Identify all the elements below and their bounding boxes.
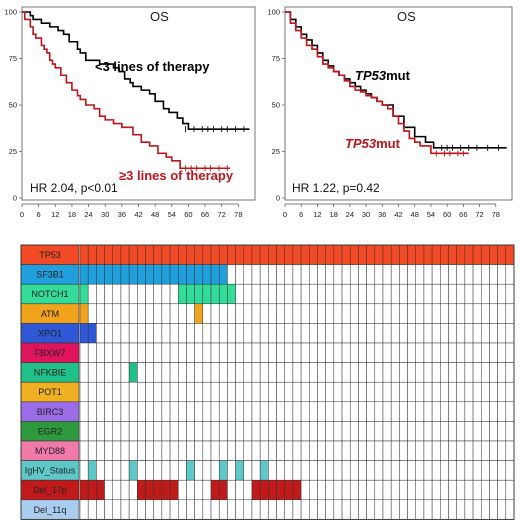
x-tick-label: 54 (168, 210, 176, 219)
x-tick-label: 42 (134, 210, 142, 219)
x-tick-label: 30 (101, 210, 109, 219)
y-tick-label: 25 (9, 147, 17, 156)
series-label-ge3: ≥3 lines of therapy (119, 168, 234, 183)
x-tick-label: 66 (201, 210, 209, 219)
x-tick-label: 72 (218, 210, 226, 219)
x-tick-label: 6 (37, 210, 41, 219)
y-tick-label: 100 (4, 8, 17, 17)
x-tick-label: 60 (184, 210, 192, 219)
x-tick-label: 18 (68, 210, 76, 219)
plot-frame (21, 6, 256, 201)
plot-title: OS (150, 9, 169, 24)
series-label-lt3: <3 lines of therapy (95, 59, 210, 74)
x-tick-label: 36 (118, 210, 126, 219)
x-tick-label: 24 (84, 210, 92, 219)
x-tick-label: 0 (20, 210, 24, 219)
km-series-line-1 (22, 11, 231, 170)
y-tick-label: 50 (9, 101, 17, 110)
hr-text: HR 2.04, p<0.01 (30, 181, 118, 195)
y-tick-label: 0 (13, 194, 17, 203)
x-tick-label: 12 (51, 210, 59, 219)
y-tick-label: 75 (9, 54, 17, 63)
x-tick-label: 48 (151, 210, 159, 219)
km-series-line-0 (22, 11, 250, 130)
x-tick-label: 78 (234, 210, 242, 219)
